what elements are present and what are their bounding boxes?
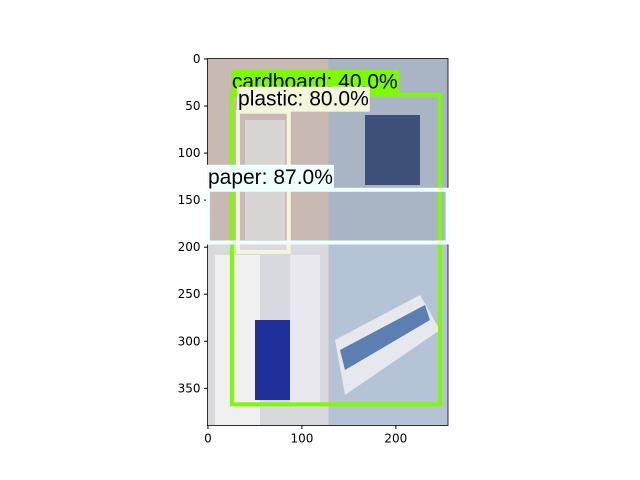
x-tick-label: 100 (290, 432, 313, 446)
y-tick-label: 100 (178, 146, 201, 160)
y-tick-label: 300 (178, 334, 201, 348)
label-background (206, 164, 334, 190)
detection-label: plastic: 80.0% (238, 88, 369, 111)
x-tick-label: 200 (384, 432, 407, 446)
y-tick-label: 350 (178, 381, 201, 395)
y-tick-label: 150 (178, 193, 201, 207)
label-background (237, 86, 370, 112)
y-tick-label: 200 (178, 240, 201, 254)
y-tick-label: 250 (178, 287, 201, 301)
y-tick-label: 0 (193, 52, 201, 66)
detection-label: paper: 87.0% (208, 166, 333, 189)
y-tick-label: 50 (185, 99, 200, 113)
x-tick-label: 0 (204, 432, 212, 446)
